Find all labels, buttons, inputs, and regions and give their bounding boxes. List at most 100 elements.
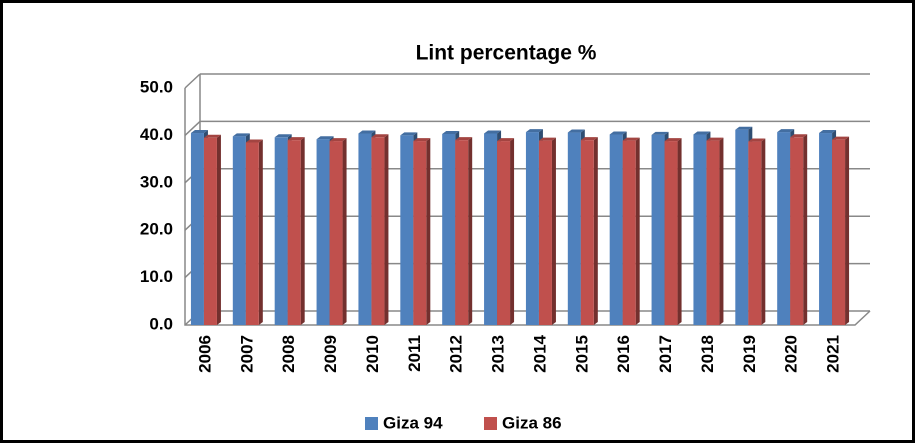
bar	[329, 141, 343, 325]
legend-swatch	[365, 417, 378, 430]
bar-side	[300, 137, 305, 325]
bar-top	[274, 134, 292, 138]
bar-top	[538, 137, 556, 141]
bar	[567, 132, 581, 325]
bar	[651, 134, 665, 325]
bar-top	[693, 131, 711, 135]
y-tick-label: 40.0	[140, 125, 173, 144]
chart-title: Lint percentage %	[416, 42, 597, 65]
bar	[274, 137, 288, 325]
bar-top	[371, 134, 389, 138]
bar	[609, 134, 623, 325]
x-tick-label: 2016	[614, 335, 633, 373]
y-tick-label: 20.0	[140, 220, 173, 239]
bar-top	[442, 130, 460, 134]
bar-top	[190, 130, 208, 134]
bar-top	[525, 129, 543, 133]
x-tick-label: 2013	[489, 335, 508, 373]
bar	[232, 136, 246, 325]
y-tick-label: 50.0	[140, 77, 173, 96]
bar-top	[329, 138, 347, 142]
bar	[790, 137, 804, 325]
bar-top	[287, 137, 305, 141]
back-wall	[184, 88, 871, 326]
bar-top	[232, 133, 250, 137]
bar	[358, 133, 372, 325]
bar	[400, 135, 414, 325]
x-tick-label: 2010	[363, 335, 382, 373]
bar	[664, 141, 678, 325]
x-tick-label: 2014	[530, 334, 549, 372]
bar	[706, 140, 720, 325]
x-tick-label: 2012	[447, 335, 466, 373]
legend-label: Giza 94	[383, 413, 443, 432]
x-tick-label: 2018	[698, 335, 717, 373]
bar	[413, 141, 427, 325]
bar-side	[342, 138, 347, 325]
bar	[748, 141, 762, 325]
bar-top	[497, 138, 515, 142]
tick-mark	[184, 120, 201, 136]
bar	[497, 141, 511, 325]
bar-top	[580, 137, 598, 141]
bar-side	[635, 137, 640, 325]
x-tick-label: 2015	[572, 335, 591, 373]
bar	[442, 133, 456, 325]
bar	[538, 140, 552, 325]
bar	[819, 133, 833, 325]
x-tick-label: 2017	[656, 335, 675, 373]
x-tick-label: 2008	[279, 335, 298, 373]
bar-side	[216, 134, 221, 325]
bar-side	[468, 137, 473, 325]
y-tick-label: 0.0	[149, 314, 173, 333]
bar	[580, 140, 594, 325]
bar	[735, 129, 749, 325]
bar	[245, 142, 259, 325]
legend-swatch	[484, 417, 497, 430]
bar-top	[400, 132, 418, 136]
bar-side	[258, 139, 263, 325]
bar-top	[790, 134, 808, 138]
bar-top	[609, 131, 627, 135]
x-tick-label: 2019	[740, 335, 759, 373]
bar-top	[484, 130, 502, 134]
x-tick-label: 2007	[237, 335, 256, 373]
bar-top	[567, 129, 585, 133]
bar-side	[551, 137, 556, 325]
bar	[525, 132, 539, 325]
bar-top	[832, 136, 850, 140]
bar-side	[803, 134, 808, 325]
bar	[622, 140, 636, 325]
tick-mark	[184, 73, 201, 89]
y-tick-label: 10.0	[140, 267, 173, 286]
bar	[832, 139, 846, 325]
bar	[371, 137, 385, 325]
bar-side	[719, 137, 724, 325]
x-tick-label: 2006	[195, 335, 214, 373]
bar-side	[510, 138, 515, 325]
bar	[190, 133, 204, 325]
bar-side	[426, 138, 431, 325]
bar-side	[384, 134, 389, 325]
bar	[287, 140, 301, 325]
bar-top	[455, 137, 473, 141]
bar-side	[677, 138, 682, 325]
bar-top	[622, 137, 640, 141]
x-tick-label: 2011	[405, 335, 424, 372]
bar-side	[761, 138, 766, 325]
bar	[316, 139, 330, 325]
bar	[203, 137, 217, 325]
bar-top	[748, 138, 766, 142]
bar-top	[316, 136, 334, 140]
bar-side	[845, 136, 850, 325]
y-tick-label: 30.0	[140, 172, 173, 191]
bar-top	[651, 131, 669, 135]
x-tick-label: 2021	[824, 335, 843, 373]
bar-top	[358, 130, 376, 134]
x-tick-label: 2009	[321, 335, 340, 373]
bar-top	[664, 138, 682, 142]
x-tick-label: 2020	[782, 335, 801, 373]
bar-top	[413, 138, 431, 142]
bar-top	[819, 130, 837, 134]
